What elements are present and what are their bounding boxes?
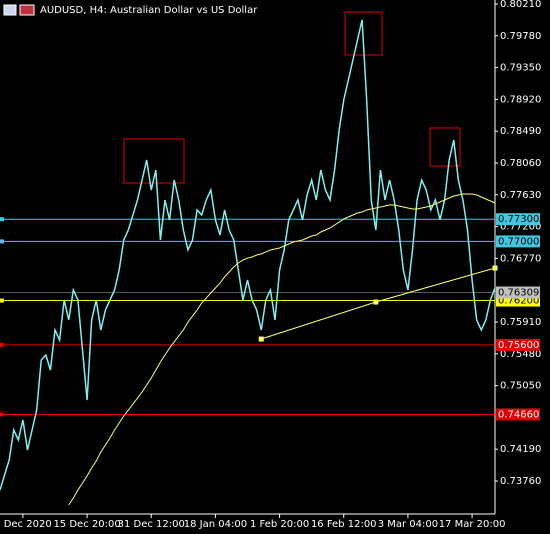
price-label-bg <box>496 338 540 351</box>
y-tick-label: 0.73760 <box>500 476 541 487</box>
x-tick-label: 3 Mar 04:00 <box>378 519 438 530</box>
trendline-anchor <box>373 299 379 305</box>
x-tick-label: 31 Dec 12:00 <box>118 519 185 530</box>
level-handle <box>0 342 4 347</box>
price-label: 0.76309 <box>498 287 539 298</box>
highlight-box <box>429 127 461 167</box>
trendline-anchor <box>258 336 264 342</box>
flag-icon <box>19 4 35 16</box>
y-tick-label: 0.75050 <box>500 381 541 392</box>
y-tick-label: 0.78060 <box>500 158 541 169</box>
y-tick-label: 0.79350 <box>500 63 541 74</box>
y-tick-label: 0.79780 <box>500 31 541 42</box>
price-label-bg <box>496 235 540 248</box>
price-label: 0.77000 <box>498 236 539 247</box>
x-tick-label: 18 Jan 04:00 <box>184 519 247 530</box>
price-label-bg <box>496 213 540 226</box>
price-label: 0.77300 <box>498 214 539 225</box>
x-tick-label: 17 Mar 20:00 <box>439 519 506 530</box>
price-label: 0.75600 <box>498 340 539 351</box>
level-handle <box>0 217 4 222</box>
y-tick-label: 0.80210 <box>500 0 541 10</box>
moving-average <box>68 193 496 506</box>
x-tick-label: 16 Feb 12:00 <box>311 519 377 530</box>
y-tick-label: 0.75480 <box>500 349 541 360</box>
symbol-icon <box>3 4 17 16</box>
price-line <box>0 19 496 491</box>
level-handle <box>0 239 4 244</box>
y-tick-label: 0.78920 <box>500 94 541 105</box>
chart-title: AUDUSD, H4: Australian Dollar vs US Doll… <box>40 5 258 16</box>
price-label-bg <box>496 286 540 299</box>
x-tick-label: 1 Feb 20:00 <box>250 519 309 530</box>
trendline-anchor <box>492 265 498 271</box>
y-tick-label: 0.75910 <box>500 317 541 328</box>
level-handle <box>0 298 4 303</box>
y-tick-label: 0.76770 <box>500 253 541 264</box>
highlight-box <box>123 138 185 184</box>
price-label: 0.74660 <box>498 409 539 420</box>
y-tick-label: 0.77200 <box>500 222 541 233</box>
x-tick-label: 15 Dec 20:00 <box>53 519 120 530</box>
price-label: 0.76200 <box>498 296 539 307</box>
y-tick-label: 0.74190 <box>500 444 541 455</box>
x-tick-label: 1 Dec 2020 <box>0 519 52 530</box>
y-tick-label: 0.77630 <box>500 190 541 201</box>
level-handle <box>0 412 4 417</box>
y-tick-label: 0.78490 <box>500 126 541 137</box>
price-label-bg <box>496 408 540 421</box>
